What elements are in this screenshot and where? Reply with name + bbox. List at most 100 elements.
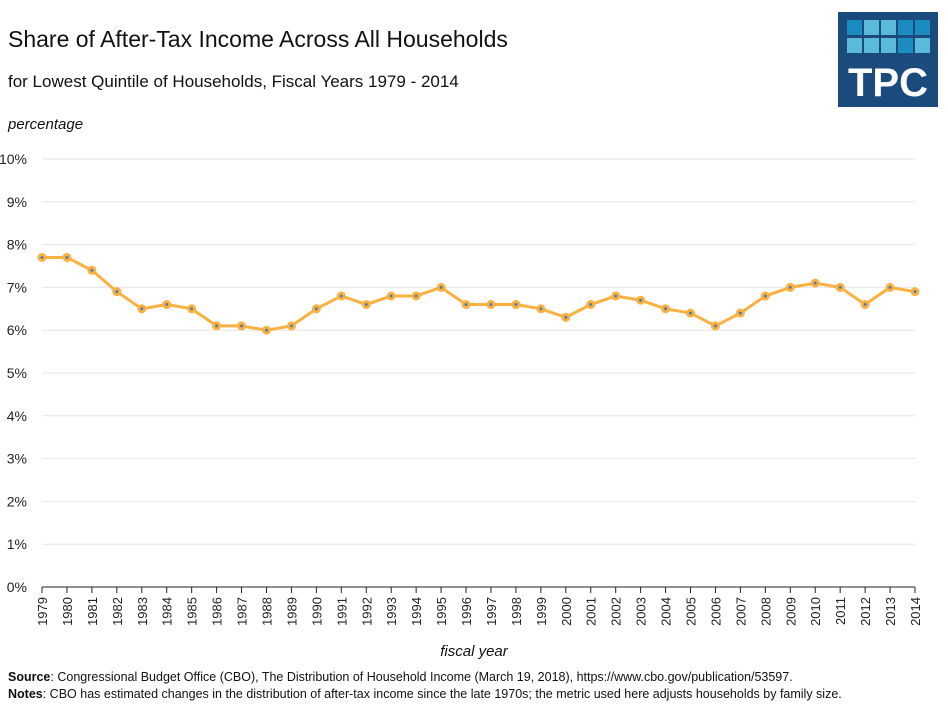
x-tick-label: 1989: [284, 597, 299, 626]
x-tick-label: 2009: [783, 597, 798, 626]
data-point-center: [589, 303, 593, 307]
logo-tile: [847, 20, 862, 35]
logo-graphic: TPC: [847, 20, 930, 105]
y-axis-label: percentage: [8, 116, 84, 133]
data-point-center: [414, 294, 418, 298]
logo-tile: [915, 38, 930, 53]
logo-tile: [864, 20, 879, 35]
x-tick-label: 1995: [434, 597, 449, 626]
data-point-center: [639, 298, 643, 302]
data-point-center: [439, 285, 443, 289]
data-point-center: [813, 281, 817, 285]
x-tick-label: 2000: [559, 597, 574, 626]
source-label: Source: [8, 670, 51, 684]
x-tick-label: 2002: [609, 597, 624, 626]
data-point-center: [564, 315, 568, 319]
y-tick-label: 0%: [7, 579, 27, 595]
data-point-center: [289, 324, 293, 328]
logo-text: TPC: [848, 61, 928, 105]
data-point-center: [90, 268, 94, 272]
logo-tile: [847, 38, 862, 53]
y-tick-label: 3%: [7, 451, 27, 467]
notes: Notes: CBO has estimated changes in the …: [8, 687, 842, 701]
x-tick-label: 1990: [309, 597, 324, 626]
data-point-center: [863, 303, 867, 307]
logo-tile: [881, 38, 896, 53]
data-point-center: [838, 285, 842, 289]
x-tick-label: 1997: [484, 597, 499, 626]
data-point-center: [364, 303, 368, 307]
logo-tile: [915, 20, 930, 35]
x-tick-label: 1983: [135, 597, 150, 626]
data-point-center: [689, 311, 693, 315]
data-point-center: [539, 307, 543, 311]
x-tick-label: 1987: [235, 597, 250, 626]
x-tick-label: 2011: [833, 597, 848, 625]
x-tick-label: 2005: [684, 597, 699, 626]
data-point-center: [215, 324, 219, 328]
data-point-center: [614, 294, 618, 298]
x-tick-label: 1984: [160, 597, 175, 626]
chart-subtitle: for Lowest Quintile of Households, Fisca…: [8, 72, 459, 91]
x-axis-label: fiscal year: [440, 643, 508, 660]
x-tick-label: 1979: [35, 597, 50, 626]
y-tick-label: 9%: [7, 194, 27, 210]
data-point-center: [264, 328, 268, 332]
x-tick-label: 2004: [659, 597, 674, 626]
source-note: Source: Congressional Budget Office (CBO…: [8, 670, 793, 684]
x-tick-label: 2006: [708, 597, 723, 626]
data-point-center: [165, 303, 169, 307]
x-tick-label: 1992: [359, 597, 374, 626]
x-tick-label: 1981: [85, 597, 100, 626]
data-point-center: [713, 324, 717, 328]
line-chart: 0% 1% 2% 3% 4% 5% 6% 7% 8% 9% 10% 1979 1980 1981 1982 1…: [0, 151, 923, 626]
data-point-center: [314, 307, 318, 311]
notes-label: Notes: [8, 687, 43, 701]
source-text: : Congressional Budget Office (CBO), The…: [50, 670, 793, 684]
data-point-center: [240, 324, 244, 328]
x-tick-label: 1991: [334, 597, 349, 626]
x-tick-label: 2001: [584, 597, 599, 626]
logo-tile: [898, 38, 913, 53]
x-tick-label: 2003: [634, 597, 649, 626]
x-tick-label: 1988: [259, 597, 274, 626]
data-point-center: [339, 294, 343, 298]
data-point-center: [788, 285, 792, 289]
data-point-center: [489, 303, 493, 307]
x-tick-label: 2007: [733, 597, 748, 626]
y-tick-label: 6%: [7, 322, 27, 338]
data-point-center: [913, 290, 917, 294]
notes-text: : CBO has estimated changes in the distr…: [42, 687, 842, 701]
data-point-center: [140, 307, 144, 311]
x-tick-label: 1985: [185, 597, 200, 626]
x-tick-label: 1986: [210, 597, 225, 626]
tpc-logo: TPC: [838, 12, 938, 107]
data-point-center: [763, 294, 767, 298]
x-tick-label: 2012: [858, 597, 873, 626]
x-tick-label: 1980: [60, 597, 75, 626]
x-tick-label: 1999: [534, 597, 549, 626]
data-point-center: [40, 255, 44, 259]
chart-title: Share of After-Tax Income Across All Hou…: [8, 26, 508, 52]
y-tick-label: 10%: [0, 151, 27, 167]
x-tick-label: 1982: [110, 597, 125, 626]
data-point-center: [464, 303, 468, 307]
y-tick-label: 1%: [7, 536, 27, 552]
data-point-center: [738, 311, 742, 315]
x-tick-label: 2013: [883, 597, 898, 626]
data-line: [42, 255, 916, 332]
y-tick-label: 5%: [7, 365, 27, 381]
logo-tile: [898, 20, 913, 35]
x-tick-label: 2010: [808, 597, 823, 626]
x-tick-label: 1993: [384, 597, 399, 626]
x-tick-label: 2014: [908, 597, 923, 626]
x-tick-label: 1996: [459, 597, 474, 626]
logo-tile: [881, 20, 896, 35]
data-point-center: [190, 307, 194, 311]
data-point-center: [664, 307, 668, 311]
y-tick-label: 8%: [7, 237, 27, 253]
data-point-center: [65, 255, 69, 259]
x-tick-label: 1994: [409, 597, 424, 626]
x-tick-label: 1998: [509, 597, 524, 626]
y-tick-label: 2%: [7, 493, 27, 509]
